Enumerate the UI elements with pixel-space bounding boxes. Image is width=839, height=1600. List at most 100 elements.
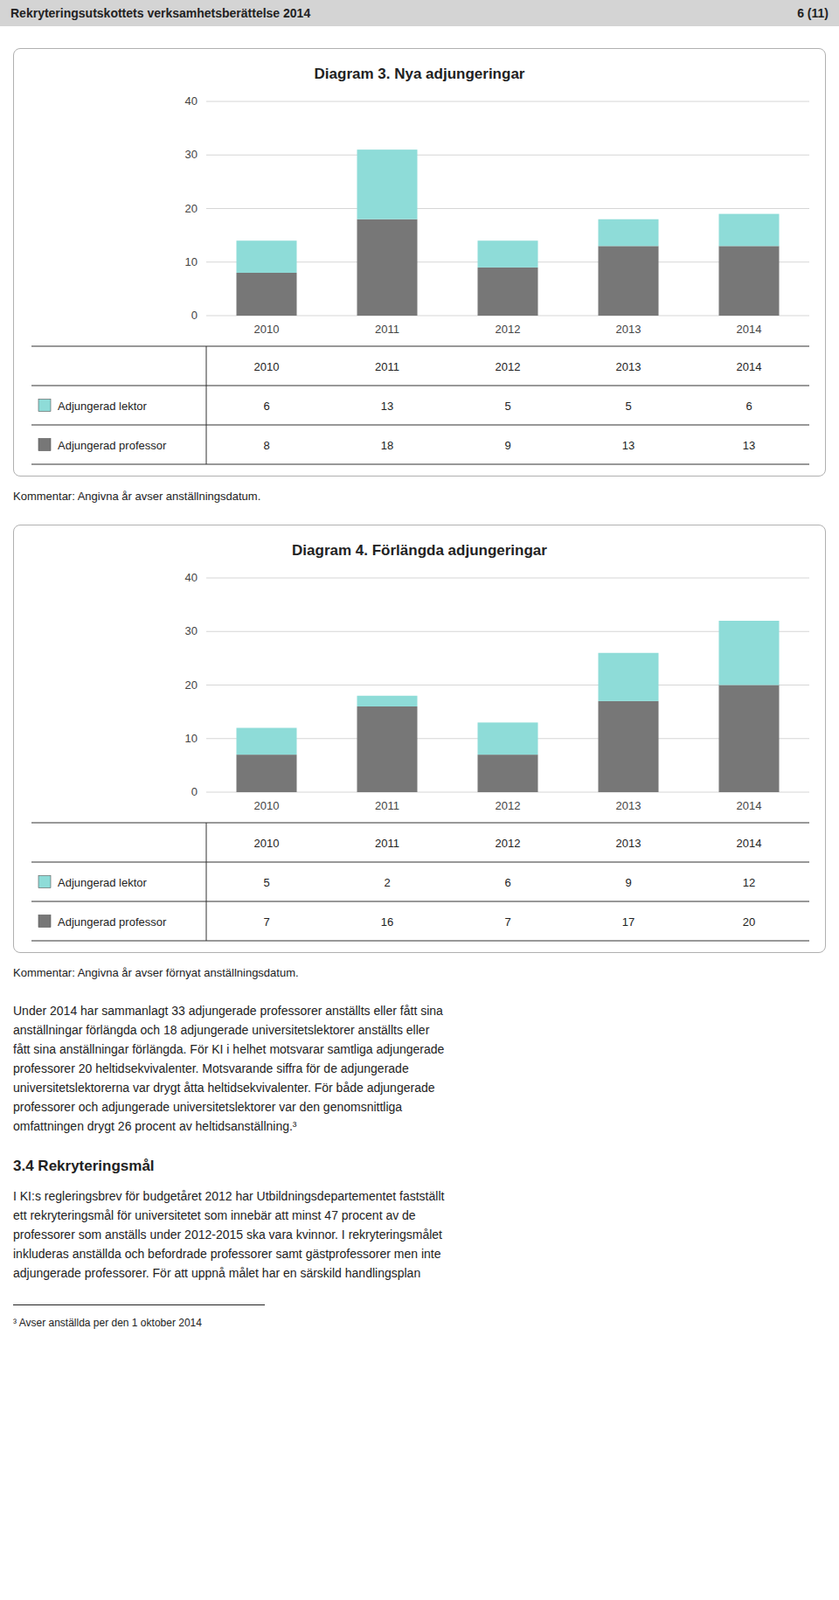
table-rule: [31, 464, 810, 465]
y-tick-label: 40: [185, 94, 198, 108]
section-text: I KI:s regleringsbrev för budgetåret 201…: [13, 1185, 826, 1206]
bar: [478, 240, 539, 268]
table-value: 13: [742, 438, 756, 452]
table-value: 8: [263, 438, 270, 452]
y-tick-label: 40: [185, 570, 198, 584]
body-text: fått sina anställningar förlängda. För K…: [13, 1039, 826, 1059]
bar: [236, 272, 298, 316]
legend-label: Adjungerad professor: [57, 438, 167, 452]
chart-title: Diagram 3. Nya adjungeringar: [314, 65, 526, 83]
table-value: 12: [742, 875, 756, 889]
x-tick-label: 2014: [736, 322, 763, 336]
body-text: professorer och adjungerade universitets…: [13, 1096, 826, 1117]
table-rule: [31, 822, 810, 824]
legend-label: Adjungerad professor: [57, 915, 167, 929]
table-header: 2011: [374, 836, 400, 850]
section-text: adjungerade professorer. För att uppnå m…: [13, 1262, 826, 1283]
bar: [598, 219, 659, 247]
table-rule: [206, 346, 208, 465]
chart-comment: Kommentar: Angivna år avser förnyat anst…: [13, 961, 826, 984]
table-header: 2014: [736, 836, 763, 850]
bar: [478, 267, 539, 316]
section-text: ett rekryteringsmål för universitetet so…: [13, 1205, 826, 1225]
bar: [357, 706, 418, 792]
legend-swatch: [38, 399, 51, 412]
table-header: 2012: [495, 836, 521, 850]
x-tick-label: 2014: [736, 798, 763, 812]
body-text: Under 2014 har sammanlagt 33 adjungerade…: [13, 1000, 826, 1020]
table-header: 2014: [736, 360, 763, 374]
x-tick-label: 2010: [254, 322, 280, 336]
body-text: universitetslektorerna var drygt åtta he…: [13, 1077, 826, 1097]
table-header: 2010: [254, 836, 280, 850]
bars: [236, 620, 780, 792]
table-header: 2012: [495, 360, 521, 374]
table-rule: [31, 901, 810, 902]
x-tick-label: 2011: [374, 322, 400, 336]
table-rule: [31, 424, 810, 426]
chart: Diagram 4. Förlängda adjungeringar010203…: [13, 525, 826, 952]
header-right: 6 (11): [797, 0, 829, 27]
table-value: 20: [742, 915, 756, 929]
page-header: Rekryteringsutskottets verksamhetsberätt…: [0, 0, 839, 27]
page: Rekryteringsutskottets verksamhetsberätt…: [0, 0, 839, 1600]
bar: [719, 685, 780, 793]
x-tick-label: 2012: [495, 322, 521, 336]
bar: [598, 652, 659, 701]
section-text: professorer som anställs under 2012-2015…: [13, 1224, 826, 1244]
header-left: Rekryteringsutskottets verksamhetsberätt…: [10, 0, 311, 27]
grid-line: [206, 154, 810, 156]
bar: [719, 245, 780, 316]
x-tick-label: 2012: [495, 798, 521, 812]
legend-label: Adjungerad lektor: [57, 875, 148, 889]
bar: [719, 620, 780, 686]
table-value: 5: [624, 399, 631, 413]
table-rule: [31, 940, 810, 942]
table-header: 2011: [374, 360, 400, 374]
footnote-rule: [13, 1303, 265, 1305]
body-text: omfattningen drygt 26 procent av heltids…: [13, 1116, 826, 1136]
y-tick-label: 30: [185, 624, 198, 638]
table-value: 17: [622, 915, 635, 929]
grid-line: [206, 577, 810, 579]
table-value: 6: [745, 399, 752, 413]
table-header: 2013: [616, 360, 642, 374]
legend-swatch: [38, 875, 51, 888]
table-rule: [206, 822, 208, 941]
grid-line: [206, 208, 810, 209]
bar: [357, 219, 418, 316]
x-tick-label: 2010: [254, 798, 280, 812]
bar: [598, 245, 659, 316]
bar: [478, 721, 539, 755]
bar: [478, 754, 539, 792]
grid-line: [206, 101, 810, 103]
y-tick-label: 10: [185, 255, 198, 269]
table-rule: [31, 861, 810, 863]
bar: [719, 214, 780, 247]
y-tick-label: 0: [191, 308, 198, 322]
table-value: 7: [504, 915, 511, 929]
table-value: 13: [381, 399, 394, 413]
table-value: 13: [622, 438, 635, 452]
body-text: anställningar förlängda och 18 adjungera…: [13, 1019, 826, 1040]
y-tick-label: 0: [191, 784, 198, 798]
bar: [236, 240, 298, 273]
bar: [236, 754, 298, 792]
footnote: ³ Avser anställda per den 1 oktober 2014: [13, 1312, 826, 1332]
bar: [236, 728, 298, 756]
table-value: 7: [263, 915, 270, 929]
bars: [236, 149, 780, 316]
section-text: inkluderas anställda och befordrade prof…: [13, 1243, 826, 1263]
legend-swatch: [38, 438, 51, 451]
x-tick-label: 2013: [616, 798, 642, 812]
bar: [357, 695, 418, 707]
body-text: professorer 20 heltidsekvivalenter. Mots…: [13, 1058, 826, 1078]
table-value: 9: [504, 438, 511, 452]
chart-comment: Kommentar: Angivna år avser anställnings…: [13, 485, 826, 507]
legend-label: Adjungerad lektor: [57, 399, 148, 413]
table-value: 16: [381, 915, 394, 929]
chart-title: Diagram 4. Förlängda adjungeringar: [291, 541, 548, 559]
table-rule: [31, 385, 810, 387]
bar: [598, 700, 659, 792]
y-tick-label: 30: [185, 147, 198, 161]
